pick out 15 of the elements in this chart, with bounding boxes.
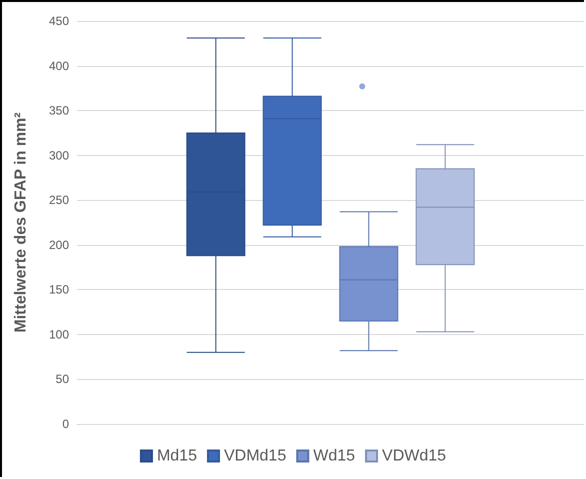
y-tick-label: 300 — [48, 148, 70, 162]
y-tick-label: 400 — [48, 58, 70, 73]
y-axis-title: Mittelwerte des GFAP in mm² — [12, 112, 30, 333]
y-tick-label: 0 — [62, 417, 70, 431]
y-tick-label: 100 — [48, 327, 70, 342]
legend-label: Md15 — [156, 448, 198, 464]
y-tick-label: 150 — [48, 282, 70, 297]
y-tick-label: 250 — [48, 193, 70, 208]
y-tick-label: 200 — [48, 238, 70, 252]
y-tick-label: 450 — [48, 14, 70, 28]
y-tick-label: 50 — [56, 372, 70, 386]
legend-label: Wd15 — [313, 448, 356, 464]
legend-label: VDWd15 — [382, 448, 446, 464]
y-tick-label: 350 — [48, 104, 70, 118]
legend-label: VDMd15 — [224, 448, 286, 464]
